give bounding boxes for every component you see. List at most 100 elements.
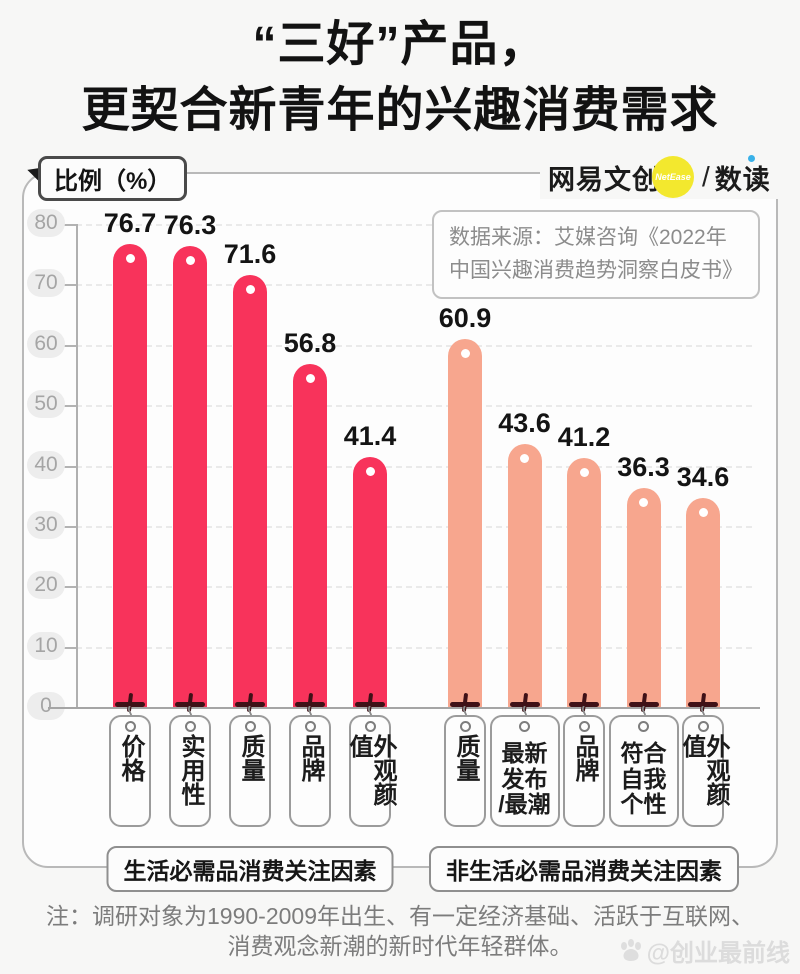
y-tick-label: 20 xyxy=(27,571,65,600)
bar-highlight-dot xyxy=(305,374,315,384)
category-tag: 外观颜值 xyxy=(678,715,729,827)
tag-hole-icon xyxy=(364,721,376,732)
category-tag: 外观颜值 xyxy=(345,715,396,827)
bar-最新发布/最潮 xyxy=(507,443,542,707)
gridline xyxy=(76,586,752,589)
bar-value-label: 41.4 xyxy=(343,421,397,452)
gridline xyxy=(76,405,752,408)
tag-hole-icon xyxy=(578,721,590,732)
watermark-text: @创业最前线 xyxy=(646,940,790,967)
tag-hole-icon xyxy=(304,721,316,732)
bar-highlight-dot xyxy=(520,453,529,463)
bar-质量 xyxy=(448,339,482,707)
y-tick-mark xyxy=(62,525,76,528)
brand-sub-wrap: 数读 xyxy=(714,154,771,197)
bar-value-label: 76.3 xyxy=(163,210,217,241)
y-tick-label: 40 xyxy=(27,450,65,479)
y-axis-line xyxy=(76,224,78,707)
footnote-line-2: 消费观念新潮的新时代年轻群体。 xyxy=(227,933,573,959)
category-tag-label: 价格 xyxy=(117,734,144,782)
category-tag: 符合 自我 个性 xyxy=(608,715,679,827)
bar-外观颜值 xyxy=(353,457,387,707)
bar-value-label: 36.3 xyxy=(617,451,670,482)
y-tick-label: 0 xyxy=(27,692,65,720)
tag-hole-icon xyxy=(184,721,196,732)
group-label-0: 生活必需品消费关注因素 xyxy=(106,846,394,892)
bar-符合自我个性 xyxy=(626,487,661,707)
category-tag-label: 品牌 xyxy=(571,734,598,782)
gridline xyxy=(76,344,752,347)
bar-highlight-dot xyxy=(185,256,195,266)
y-tick-mark xyxy=(62,405,76,408)
footnote: 注：调研对象为1990-2009年出生、有一定经济基础、活跃于互联网、 消费观念… xyxy=(0,901,800,961)
category-tag: 最新 发布 /最潮 xyxy=(489,715,560,827)
bar-highlight-dot xyxy=(579,468,589,478)
group-label-1: 非生活必需品消费关注因素 xyxy=(429,846,739,892)
category-tag-label: 实用性 xyxy=(177,734,204,806)
category-tag-label: 质量 xyxy=(452,734,479,782)
bar-实用性 xyxy=(173,246,207,707)
category-tag-label: 符合 自我 个性 xyxy=(620,739,667,818)
bar-highlight-dot xyxy=(460,349,470,359)
y-tick-label: 50 xyxy=(27,390,65,419)
gridline xyxy=(76,525,752,528)
y-tick-mark xyxy=(62,344,76,347)
category-tag: 品牌 xyxy=(563,715,605,827)
bar-value-label: 56.8 xyxy=(283,328,337,359)
bar-highlight-dot xyxy=(245,284,255,294)
gridline xyxy=(76,284,752,287)
bar-value-label: 71.6 xyxy=(223,238,277,269)
bar-highlight-dot xyxy=(125,253,135,263)
bar-highlight-dot xyxy=(639,497,648,507)
bar-highlight-dot xyxy=(698,508,708,518)
category-tag: 质量 xyxy=(229,715,271,827)
title-line-1: “三好”产品， xyxy=(252,18,548,71)
blue-dot-icon xyxy=(747,154,755,162)
category-tag: 质量 xyxy=(444,715,486,827)
x-axis-line xyxy=(48,707,760,709)
footnote-line-1: 注：调研对象为1990-2009年出生、有一定经济基础、活跃于互联网、 xyxy=(46,903,754,929)
category-tag: 价格 xyxy=(109,715,151,827)
y-tick-mark xyxy=(62,284,76,287)
y-tick-mark xyxy=(62,646,76,649)
watermark: @创业最前线 xyxy=(618,933,790,968)
y-tick-mark xyxy=(62,224,76,226)
y-tick-label: 60 xyxy=(27,329,65,358)
gridline xyxy=(76,224,752,226)
y-tick-mark xyxy=(62,465,76,468)
tag-hole-icon xyxy=(697,721,709,732)
y-tick-mark xyxy=(62,586,76,589)
tag-hole-icon xyxy=(124,721,136,732)
y-tick-label: 30 xyxy=(27,510,65,539)
bar-外观颜值 xyxy=(686,498,720,707)
bar-value-label: 76.7 xyxy=(103,207,157,238)
y-tick-label: 70 xyxy=(27,269,65,298)
category-tag-label: 外观颜值 xyxy=(678,734,729,806)
category-tag: 品牌 xyxy=(289,715,331,827)
bar-value-label: 34.6 xyxy=(676,462,730,493)
bar-value-label: 41.2 xyxy=(557,422,611,453)
category-tag-label: 品牌 xyxy=(297,734,324,782)
bar-价格 xyxy=(113,243,147,707)
category-tag-label: 外观颜值 xyxy=(345,734,396,806)
category-tag: 实用性 xyxy=(169,715,211,827)
brand-sub-name: 数读 xyxy=(714,164,771,195)
page-title: “三好”产品， 更契合新青年的兴趣消费需求 xyxy=(0,12,800,144)
title-line-2: 更契合新青年的兴趣消费需求 xyxy=(81,84,719,137)
gridline xyxy=(76,465,752,468)
category-tag-label: 最新 发布 /最潮 xyxy=(498,739,551,818)
bar-value-label: 43.6 xyxy=(498,407,551,438)
tag-hole-icon xyxy=(638,721,649,732)
y-axis-unit-label: 比例（%） xyxy=(38,156,188,201)
tag-hole-icon xyxy=(244,721,256,732)
gridline xyxy=(76,646,752,649)
y-tick-label: 80 xyxy=(27,209,65,237)
brand-logo: 网易文创 NetEase / 数读 xyxy=(540,154,779,199)
bar-质量 xyxy=(233,274,267,707)
brand-name: 网易文创 xyxy=(548,164,660,195)
netease-badge-icon: NetEase xyxy=(652,156,694,198)
paw-icon xyxy=(620,938,641,961)
data-source-note: 数据来源：艾媒咨询《2022年 中国兴趣消费趋势洞察白皮书》 xyxy=(432,210,760,300)
bar-品牌 xyxy=(567,458,601,707)
